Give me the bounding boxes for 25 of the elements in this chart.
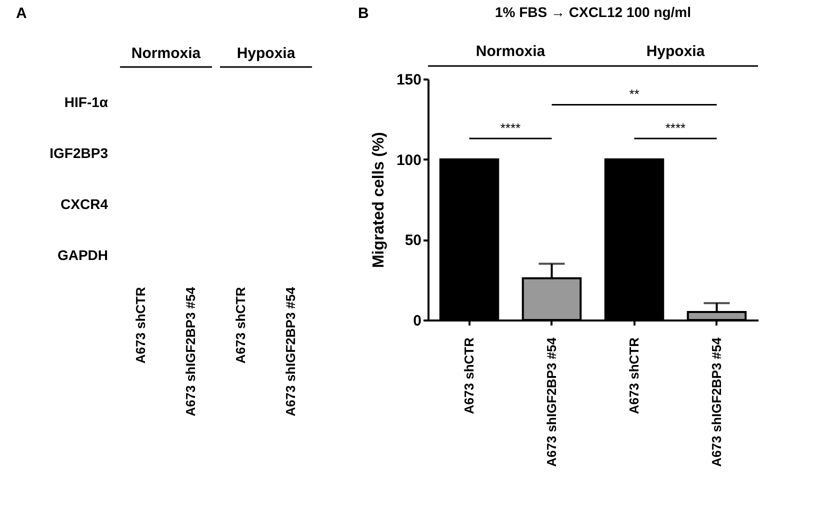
text: B [358, 5, 369, 22]
text: Hypoxia [646, 43, 706, 60]
text: HIF-1α [64, 94, 108, 110]
text: A [16, 5, 27, 22]
x-tick-label: A673 shCTR [461, 336, 476, 414]
chart-title: 1% FBS → CXCL12 100 ng/ml [494, 4, 692, 20]
text: GAPDH [57, 247, 108, 263]
y-tick-label: 50 [404, 232, 422, 250]
text: Normoxia [131, 45, 202, 62]
annotation: **** [665, 120, 686, 136]
category-label: A673 shCTR [233, 286, 248, 364]
y-tick-label: 0 [413, 312, 422, 330]
text: Normoxia [476, 43, 546, 60]
y-axis-title: Migrated cells (%) [370, 132, 388, 268]
y-tick-label: 150 [396, 72, 422, 88]
x-tick-label: A673 shCTR [626, 336, 642, 414]
x-tick-label: A673 shIGF2BP3 #54 [708, 336, 724, 467]
x-tick-label: A673 shIGF2BP3 #54 [544, 336, 559, 467]
annotation: **** [500, 120, 521, 136]
text: IGF2BP3 [50, 145, 108, 161]
category-label: A673 shCTR [133, 286, 148, 364]
text: Hypoxia [236, 45, 296, 62]
y-tick-label: 100 [396, 152, 422, 169]
text: CXCR4 [60, 196, 108, 212]
annotation: ** [629, 86, 640, 102]
